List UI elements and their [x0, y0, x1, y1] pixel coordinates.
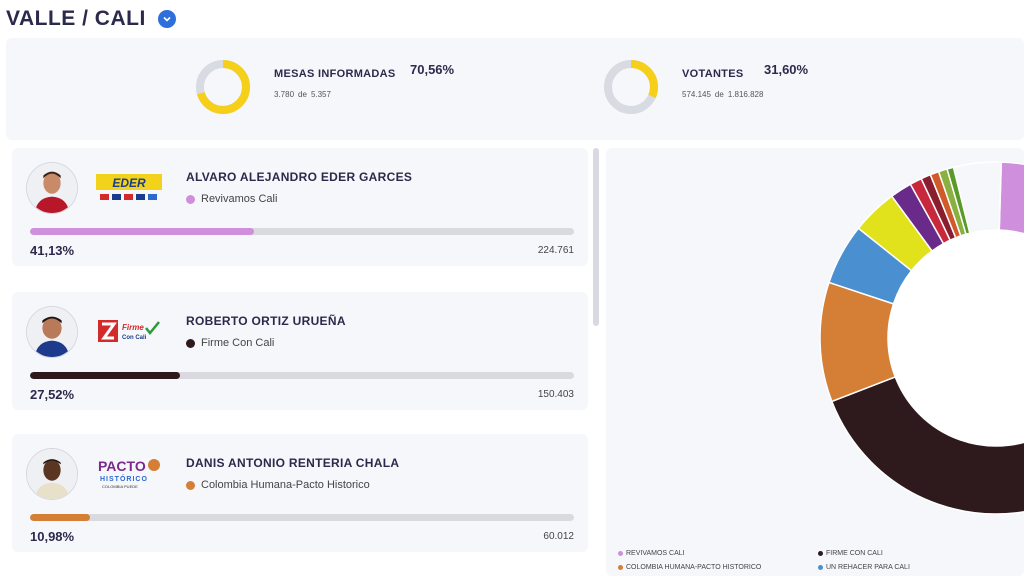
legend-label: COLOMBIA HUMANA-PACTO HISTORICO — [626, 564, 762, 571]
votantes-detail: 574.145 de 1.816.828 — [682, 90, 767, 99]
eder-logo-icon: EDER — [96, 174, 162, 200]
party-color-dot — [186, 194, 195, 204]
legend-color-dot — [618, 551, 623, 556]
legend-label: UN REHACER PARA CALI — [826, 564, 910, 571]
candidate-party: Revivamos Cali — [186, 193, 277, 205]
votantes-percentage: 31,60% — [764, 62, 809, 77]
svg-text:Firme: Firme — [122, 323, 144, 332]
summary-panel: MESAS INFORMADAS 70,56% 3.780 de 5.357 VOT… — [6, 38, 1024, 140]
candidate-party: Firme Con Cali — [186, 337, 274, 349]
svg-text:HISTÓRICO: HISTÓRICO — [100, 474, 148, 483]
mesas-total: 5.357 — [310, 90, 331, 99]
party-name: Colombia Humana-Pacto Historico — [201, 479, 370, 491]
location-dropdown-button[interactable] — [157, 10, 176, 28]
candidate-card[interactable]: PACTO HISTÓRICO COLOMBIA PUEDE DANIS ANT… — [12, 434, 588, 552]
candidate-avatar — [26, 306, 78, 358]
legend-color-dot — [818, 565, 823, 570]
person-photo-icon — [27, 449, 77, 499]
legend-color-dot — [618, 565, 623, 570]
candidate-card[interactable]: Firme Con Cali ROBERTO ORTIZ URUEÑA Firm… — [12, 292, 588, 410]
candidate-percentage: 27,52% — [30, 387, 75, 402]
candidate-list: EDER ALVARO ALEJANDRO EDER GARCES Reviva… — [6, 148, 592, 576]
page-title: VALLE / CALI — [6, 7, 146, 30]
vote-progress-bar — [30, 372, 574, 379]
svg-text:Con Cali: Con Cali — [122, 335, 147, 341]
candidate-party: Colombia Humana-Pacto Historico — [186, 479, 370, 491]
page-header: VALLE / CALI — [6, 4, 176, 34]
person-photo-icon — [27, 307, 77, 357]
vote-progress-fill — [30, 372, 180, 379]
candidate-percentage: 10,98% — [30, 529, 75, 544]
legend-label: REVIVAMOS CALI — [626, 550, 685, 557]
mesas-percentage: 70,56% — [410, 62, 455, 77]
legend-item[interactable]: FIRME CON CALI — [818, 550, 883, 557]
candidate-votes: 224.761 — [537, 245, 574, 256]
candidate-name: ALVARO ALEJANDRO EDER GARCES — [186, 170, 413, 184]
person-photo-icon — [27, 163, 77, 213]
donut-hole — [888, 230, 1024, 446]
votantes-progress-ring — [604, 60, 658, 114]
vote-progress-fill — [30, 514, 90, 521]
results-donut-chart — [819, 161, 1024, 515]
mesas-sep: de — [298, 90, 307, 99]
mesas-progress-ring — [196, 60, 250, 114]
vote-progress-bar — [30, 228, 574, 235]
votantes-reported: 574.145 — [682, 90, 711, 99]
party-name: Revivamos Cali — [201, 193, 278, 205]
vote-progress-bar — [30, 514, 574, 521]
votantes-label: VOTANTES — [682, 68, 744, 80]
candidate-votes: 150.403 — [537, 389, 574, 400]
pacto-logo-icon: PACTO HISTÓRICO COLOMBIA PUEDE — [98, 458, 160, 489]
donut-slice-0[interactable] — [998, 161, 1024, 490]
mesas-label: MESAS INFORMADAS — [274, 68, 396, 80]
svg-text:PACTO: PACTO — [98, 458, 146, 474]
legend-color-dot — [818, 551, 823, 556]
candidate-votes: 60.012 — [543, 531, 574, 542]
chevron-down-icon — [163, 16, 171, 22]
candidate-name: DANIS ANTONIO RENTERIA CHALA — [186, 456, 400, 470]
vote-progress-fill — [30, 228, 254, 235]
votantes-sep: de — [714, 90, 724, 99]
party-color-dot — [186, 480, 195, 490]
legend-item[interactable]: UN REHACER PARA CALI — [818, 564, 910, 571]
candidate-card[interactable]: EDER ALVARO ALEJANDRO EDER GARCES Reviva… — [12, 148, 588, 266]
mesas-reported: 3.780 — [274, 90, 295, 99]
firme-logo-icon: Firme Con Cali — [98, 320, 160, 342]
candidate-name: ROBERTO ORTIZ URUEÑA — [186, 314, 346, 328]
legend-label: FIRME CON CALI — [826, 550, 883, 557]
svg-text:COLOMBIA PUEDE: COLOMBIA PUEDE — [102, 484, 138, 489]
candidate-avatar — [26, 448, 78, 500]
legend-item[interactable]: COLOMBIA HUMANA-PACTO HISTORICO — [618, 564, 761, 571]
candidate-avatar — [26, 162, 78, 214]
candidate-percentage: 41,13% — [30, 243, 75, 258]
results-chart-panel: REVIVAMOS CALI FIRME CON CALI COLOMBIA HUM… — [606, 148, 1024, 576]
candidate-list-scrollbar[interactable] — [593, 148, 599, 326]
svg-text:EDER: EDER — [112, 176, 146, 190]
party-name: Firme Con Cali — [201, 337, 275, 349]
mesas-detail: 3.780 de 5.357 — [274, 90, 335, 99]
party-color-dot — [186, 338, 195, 348]
votantes-total: 1.816.828 — [727, 90, 764, 99]
legend-item[interactable]: REVIVAMOS CALI — [618, 550, 685, 557]
